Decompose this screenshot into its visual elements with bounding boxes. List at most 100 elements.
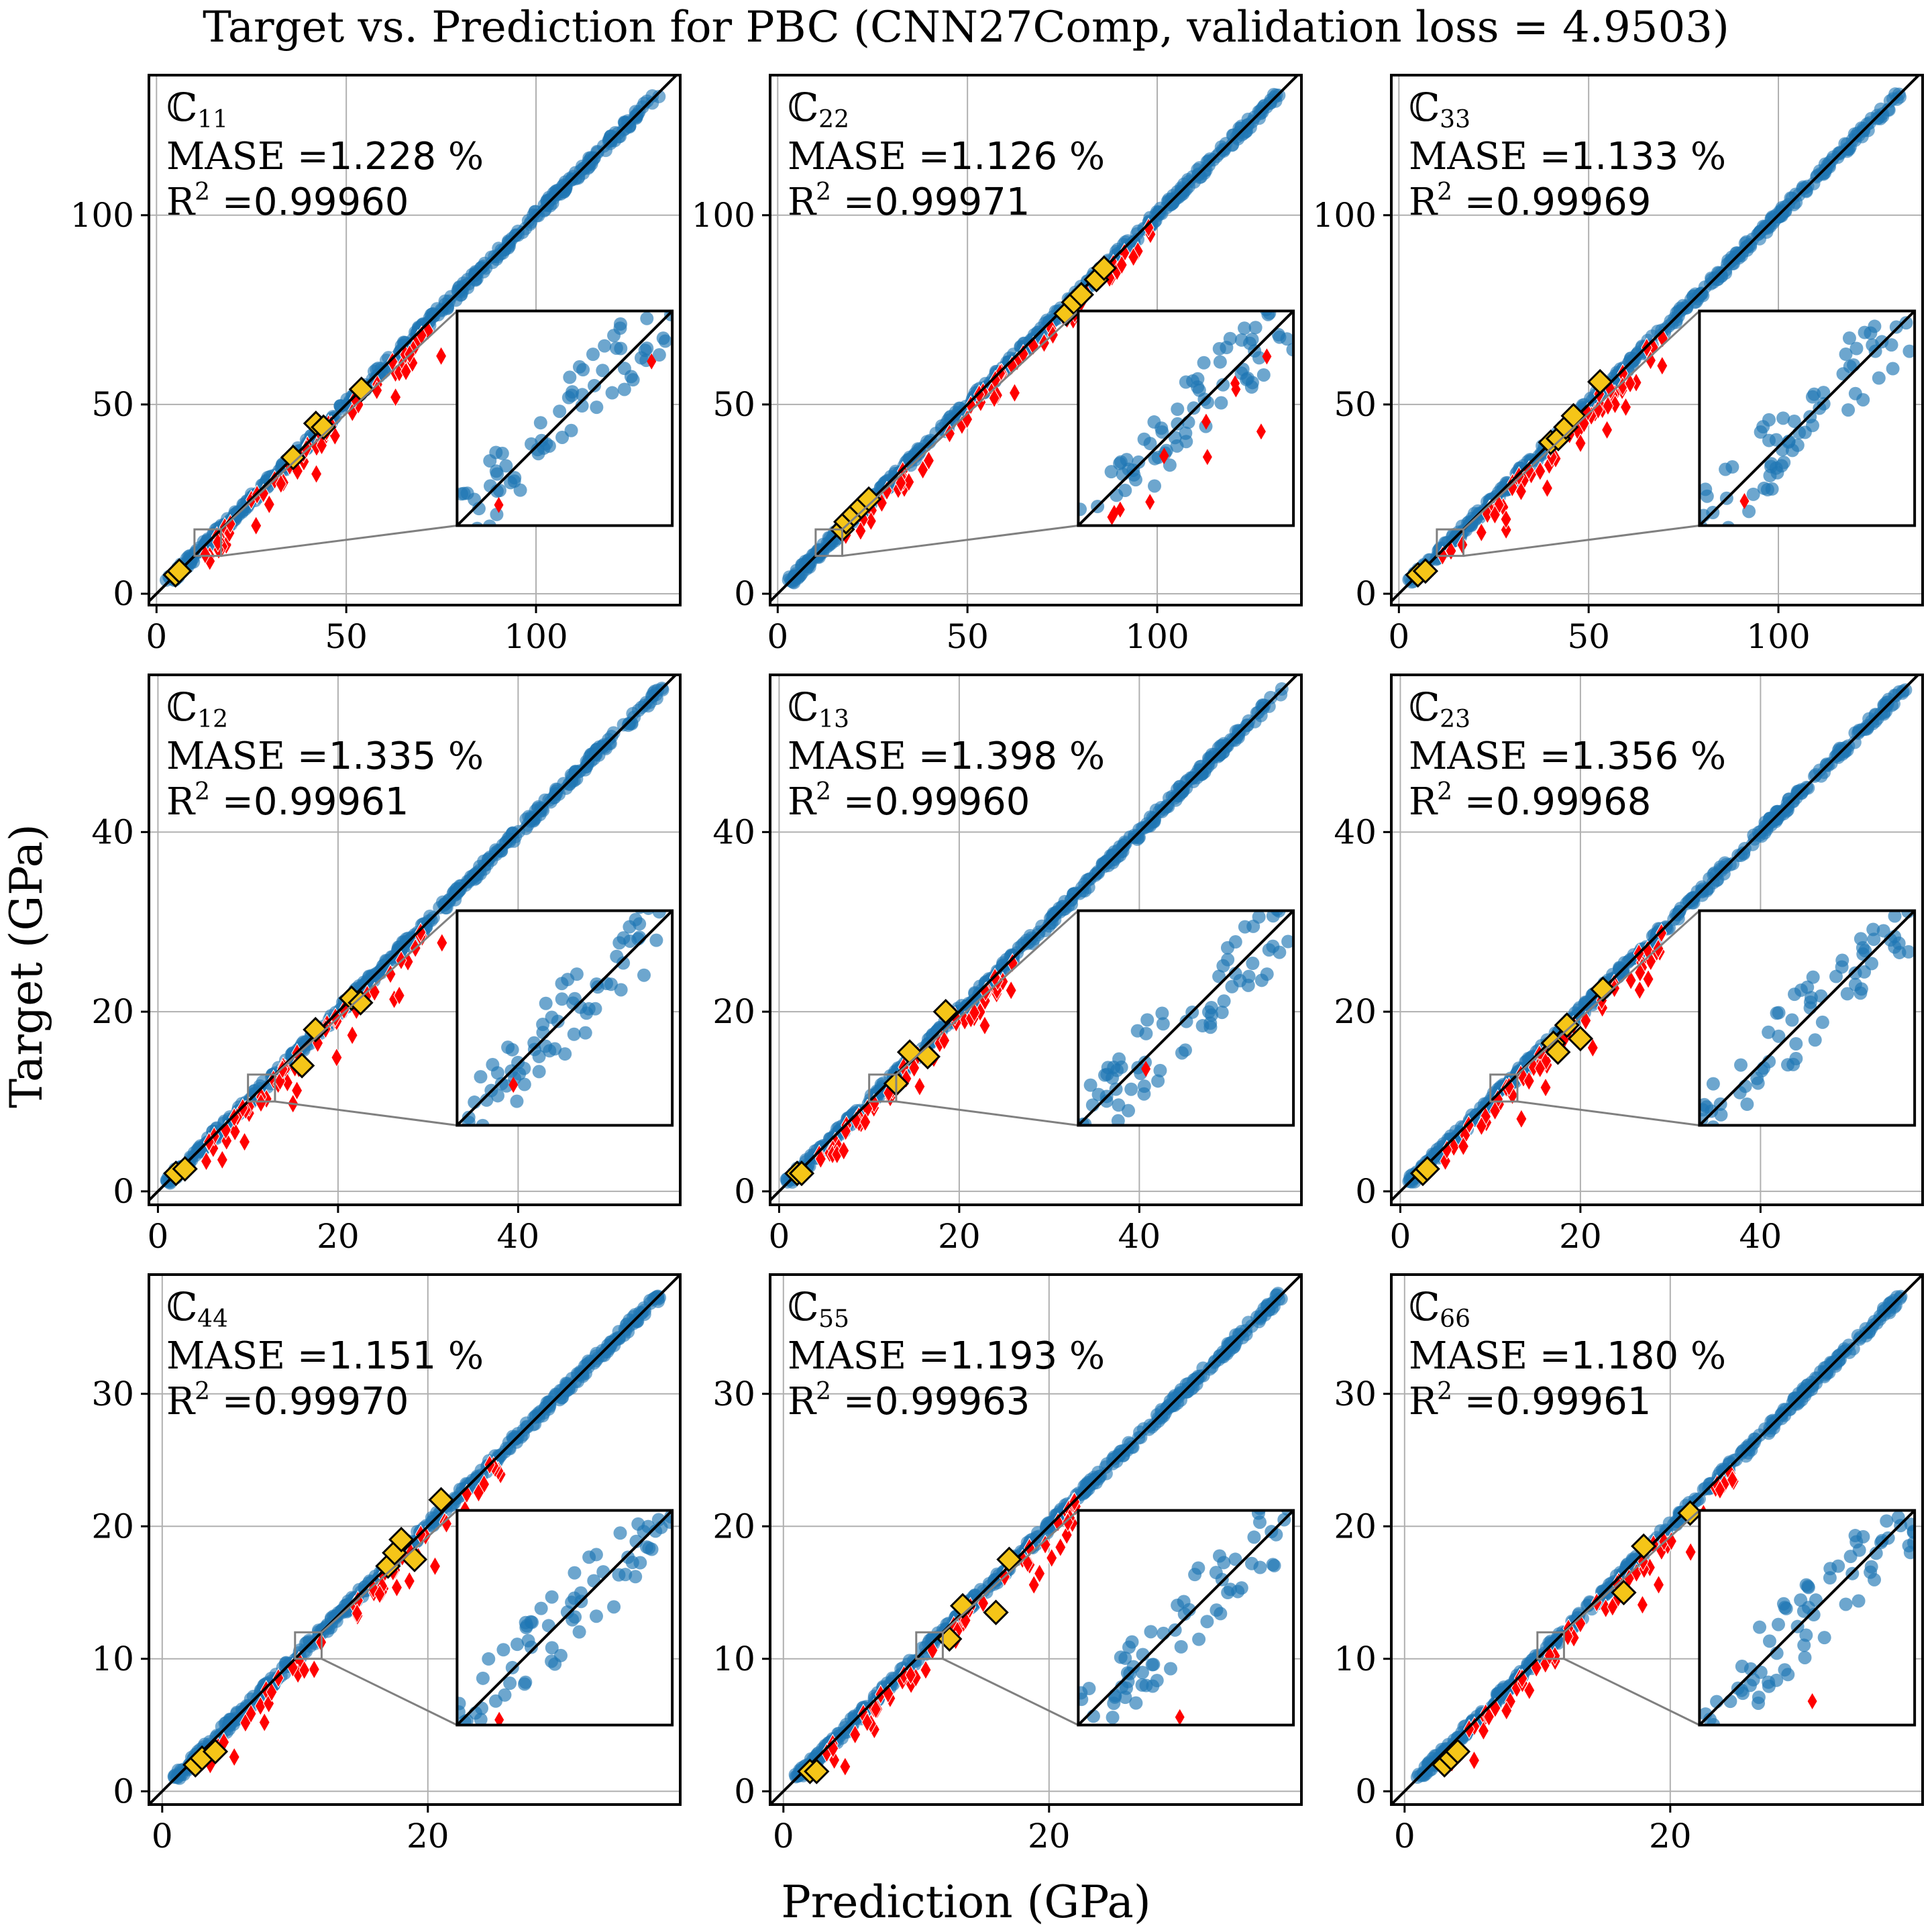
highlight-point bbox=[788, 1161, 815, 1187]
y-tick-label: 40 bbox=[1334, 812, 1377, 851]
inset-scatter-point bbox=[1241, 978, 1255, 992]
zoom-connector-line bbox=[1463, 525, 1700, 557]
mase-prefix: MASE = bbox=[788, 135, 950, 178]
r2-value: 0.99961 bbox=[254, 780, 409, 824]
inset-scatter-point bbox=[568, 1591, 582, 1605]
zoom-connector-line bbox=[842, 525, 1079, 557]
x-tick-label: 20 bbox=[317, 1217, 360, 1256]
y-tick-label: 20 bbox=[712, 992, 755, 1031]
y-tick-label: 100 bbox=[1313, 196, 1377, 235]
r2-label: R2 =0.99970 bbox=[166, 1378, 409, 1424]
plot-area bbox=[1391, 675, 1921, 1201]
x-tick-label: 50 bbox=[946, 617, 989, 656]
highlight-point bbox=[1414, 1156, 1440, 1182]
inset-scatter-point bbox=[1122, 1640, 1136, 1654]
y-tick-label: 0 bbox=[1355, 1172, 1377, 1211]
outlier-point bbox=[1644, 350, 1657, 371]
r2-prefix: R bbox=[1409, 180, 1438, 224]
highlight-point bbox=[804, 1758, 830, 1784]
inset-scatter-point bbox=[1786, 1057, 1801, 1071]
inset-scatter-point bbox=[476, 1671, 490, 1685]
scatter-point bbox=[590, 144, 604, 158]
inset-scatter-point bbox=[1892, 936, 1906, 951]
zoom-connector-line bbox=[1517, 1100, 1700, 1126]
inset-scatter-point bbox=[1252, 910, 1266, 924]
scatter-point bbox=[1840, 138, 1854, 152]
inset-scatter-point bbox=[1740, 1097, 1754, 1112]
inset-scatter-point bbox=[553, 1648, 568, 1662]
inset-scatter-point bbox=[1164, 1662, 1178, 1676]
scatter-point bbox=[1711, 272, 1725, 286]
inset-axes bbox=[455, 909, 674, 1127]
inset-plot-area bbox=[457, 1510, 673, 1725]
inset-scatter-point bbox=[496, 1643, 511, 1657]
scatter-point bbox=[1232, 1327, 1246, 1341]
inset-outlier-point bbox=[494, 496, 504, 513]
highlight-series bbox=[797, 1546, 1022, 1784]
identity-line bbox=[1391, 675, 1921, 1201]
inset-scatter-point bbox=[1246, 957, 1260, 971]
mase-value: 1.193 bbox=[950, 1334, 1069, 1378]
outlier-point bbox=[1642, 969, 1654, 989]
inset-scatter-point bbox=[1220, 341, 1234, 355]
outlier-point bbox=[1515, 1108, 1527, 1129]
inset-scatter-point bbox=[532, 1065, 546, 1079]
component-label: ℂ44 bbox=[166, 1284, 228, 1333]
inset-scatter-point bbox=[617, 362, 631, 376]
scatter-point bbox=[1197, 164, 1212, 178]
inset-scatter-point bbox=[1124, 1082, 1138, 1096]
inset-identity-line bbox=[1699, 910, 1915, 1126]
outlier-point bbox=[1116, 254, 1128, 275]
inset-scatter-point bbox=[1151, 1074, 1165, 1088]
inset-scatter-point bbox=[521, 1633, 535, 1648]
r2-prefix: R bbox=[1409, 780, 1438, 824]
inset-outlier-point bbox=[1202, 449, 1212, 466]
plot-area bbox=[1391, 1275, 1923, 1805]
inset-frame bbox=[1077, 1509, 1295, 1727]
component-symbol: ℂ bbox=[1409, 684, 1440, 730]
scatter-point bbox=[1274, 688, 1288, 702]
scatter-point bbox=[1162, 193, 1176, 207]
outlier-point bbox=[1534, 461, 1546, 482]
x-tick-label: 0 bbox=[1390, 1217, 1411, 1256]
mase-prefix: MASE = bbox=[1409, 735, 1571, 778]
inset-scatter-point bbox=[533, 416, 547, 430]
figure-title: Target vs. Prediction for PBC (CNN27Comp… bbox=[203, 3, 1729, 52]
scatter-point bbox=[1195, 767, 1210, 781]
outlier-point bbox=[849, 1724, 861, 1745]
outlier-point bbox=[216, 1149, 228, 1170]
inset-scatter-point bbox=[555, 992, 569, 1006]
inset-scatter-point bbox=[1143, 437, 1157, 451]
inset-scatter-point bbox=[645, 1542, 659, 1556]
scatter-point bbox=[1017, 337, 1031, 351]
inset-scatter-point bbox=[501, 1040, 515, 1055]
inset-scatter-point bbox=[1120, 1681, 1134, 1695]
component-symbol: ℂ bbox=[166, 684, 197, 730]
inset-scatter-point bbox=[1787, 414, 1801, 428]
inset-scatter-point bbox=[1842, 331, 1856, 345]
inset-plot-area bbox=[457, 311, 673, 526]
inset-scatter-point bbox=[640, 311, 654, 325]
grid-lines bbox=[770, 1275, 1301, 1805]
outlier-point bbox=[1540, 1077, 1552, 1098]
mase-prefix: MASE = bbox=[166, 135, 329, 178]
mase-label: MASE =1.193 % bbox=[788, 1334, 1105, 1378]
inset-axes bbox=[1077, 309, 1295, 527]
outlier-point bbox=[965, 394, 977, 415]
zoom-connector-line bbox=[221, 525, 458, 557]
component-symbol: ℂ bbox=[1409, 85, 1440, 130]
scatter-point bbox=[1623, 352, 1638, 366]
mase-unit: % bbox=[448, 135, 484, 178]
scatter-point bbox=[526, 1417, 540, 1432]
inset-scatter-point bbox=[539, 996, 553, 1010]
inset-scatter-point bbox=[1271, 327, 1285, 341]
inset-scatter-point bbox=[565, 388, 579, 402]
inset-scatter-point bbox=[1179, 426, 1193, 440]
inset-scatter-point bbox=[568, 1566, 582, 1580]
identity-line bbox=[770, 675, 1299, 1201]
inset-scatter-point bbox=[1187, 401, 1201, 415]
inset-axes bbox=[455, 1509, 674, 1727]
